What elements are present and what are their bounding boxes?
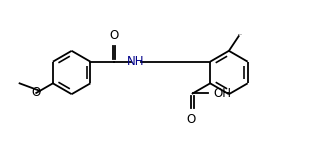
Text: methyl: methyl xyxy=(238,33,243,35)
Text: NH: NH xyxy=(126,55,144,68)
Text: O: O xyxy=(186,113,196,126)
Text: OH: OH xyxy=(213,87,231,100)
Text: O: O xyxy=(32,86,41,99)
Text: O: O xyxy=(110,29,119,42)
